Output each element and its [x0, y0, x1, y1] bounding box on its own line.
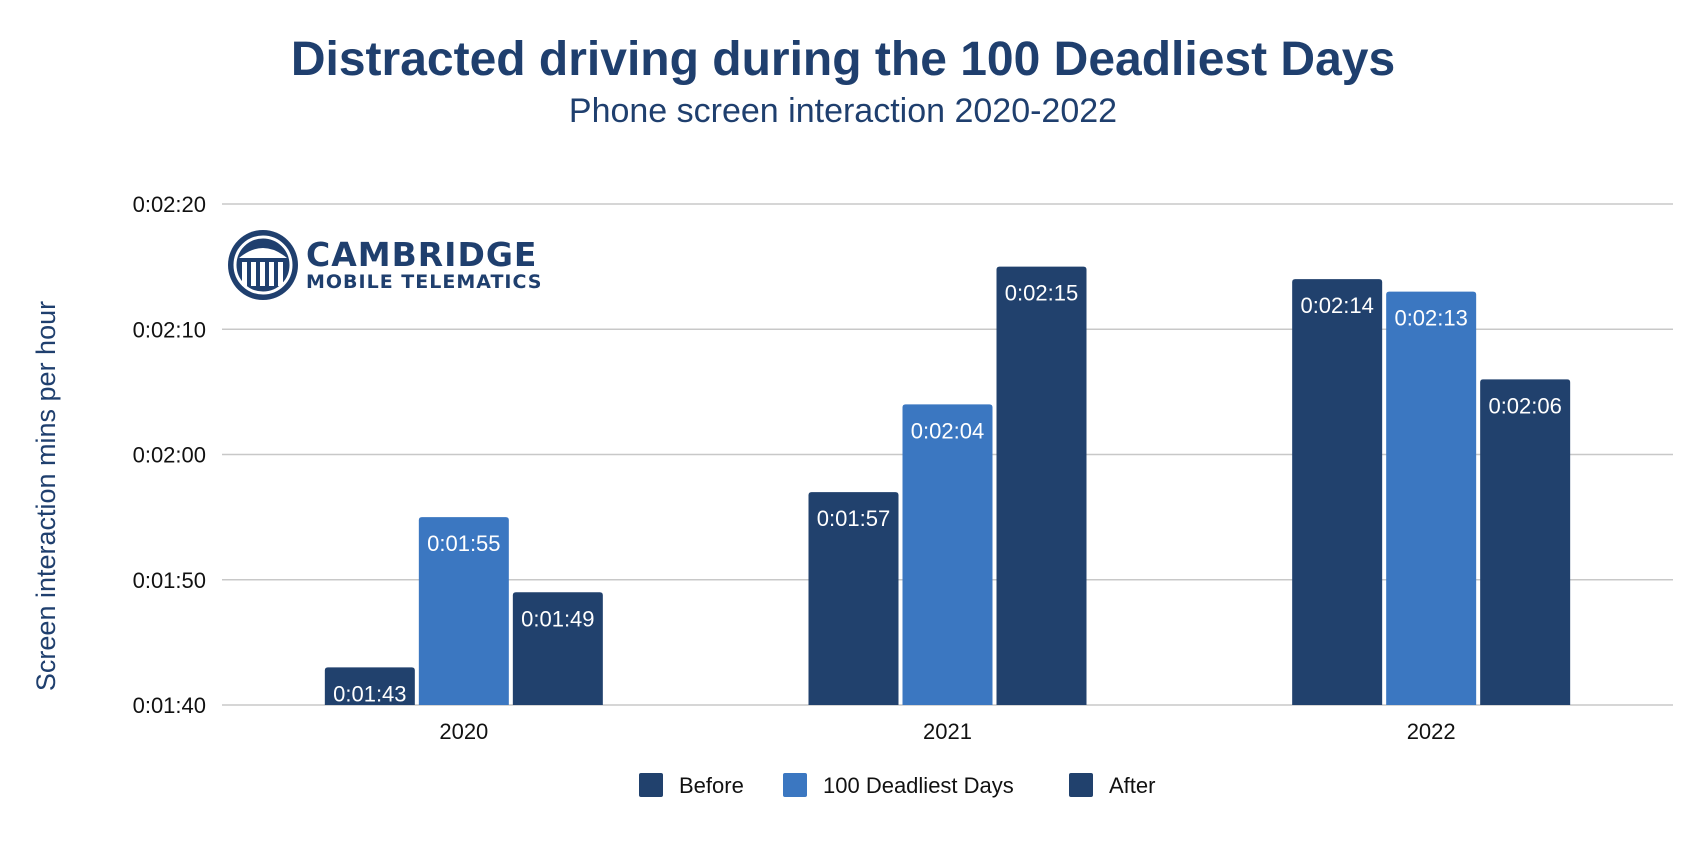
chart-subtitle: Phone screen interaction 2020-2022: [569, 92, 1117, 130]
bar-2021-before: [808, 492, 899, 705]
legend-swatch: [783, 773, 807, 797]
y-tick-label: 0:01:40: [133, 693, 206, 718]
y-tick-label: 0:02:00: [133, 443, 206, 468]
legend-label: 100 Deadliest Days: [823, 773, 1014, 798]
x-tick-label: 2020: [439, 719, 488, 744]
legend-label: After: [1109, 773, 1155, 798]
logo-name: CAMBRIDGE: [306, 235, 537, 274]
y-tick-label: 0:02:20: [133, 192, 206, 217]
data-label: 0:01:49: [521, 606, 594, 631]
legend-swatch: [1069, 773, 1093, 797]
y-tick-label: 0:01:50: [133, 568, 206, 593]
data-label: 0:02:06: [1488, 393, 1561, 418]
logo-tagline: MOBILE TELEMATICS: [306, 271, 542, 293]
data-label: 0:02:04: [911, 418, 984, 443]
bar-2021-after: [996, 266, 1087, 705]
data-label: 0:02:13: [1394, 306, 1467, 331]
bar-2022-before: [1292, 279, 1383, 705]
legend: Before 100 Deadliest Days After: [639, 773, 1155, 798]
data-label: 0:01:43: [333, 681, 406, 706]
chart-title: Distracted driving during the 100 Deadli…: [291, 33, 1395, 86]
x-tick-label: 2022: [1407, 719, 1456, 744]
cambridge-logo: CAMBRIDGE MOBILE TELEMATICS: [228, 230, 542, 300]
x-axis-ticks: 2020 2021 2022: [439, 719, 1455, 744]
x-tick-label: 2021: [923, 719, 972, 744]
bar-2020-after: [512, 592, 603, 705]
data-label: 0:02:14: [1300, 293, 1373, 318]
bars: 0:01:43 0:01:55 0:01:49 0:01:57 0:02:04 0:02:…: [324, 266, 1571, 706]
y-tick-label: 0:02:10: [133, 317, 206, 342]
legend-label: Before: [679, 773, 744, 798]
bar-2022-after: [1480, 379, 1571, 705]
y-axis-label: Screen interaction mins per hour: [31, 301, 61, 691]
data-label: 0:01:55: [427, 531, 500, 556]
bar-2020-100-deadliest-days: [418, 517, 509, 705]
bar-2021-100-deadliest-days: [902, 404, 993, 705]
bar-2022-100-deadliest-days: [1386, 291, 1477, 705]
y-axis-ticks: 0:01:40 0:01:50 0:02:00 0:02:10 0:02:20: [133, 192, 206, 718]
logo-emblem-icon: [228, 230, 298, 300]
bar-2020-before: [324, 667, 415, 705]
data-label: 0:01:57: [817, 506, 890, 531]
data-label: 0:02:15: [1005, 281, 1078, 306]
legend-swatch: [639, 773, 663, 797]
